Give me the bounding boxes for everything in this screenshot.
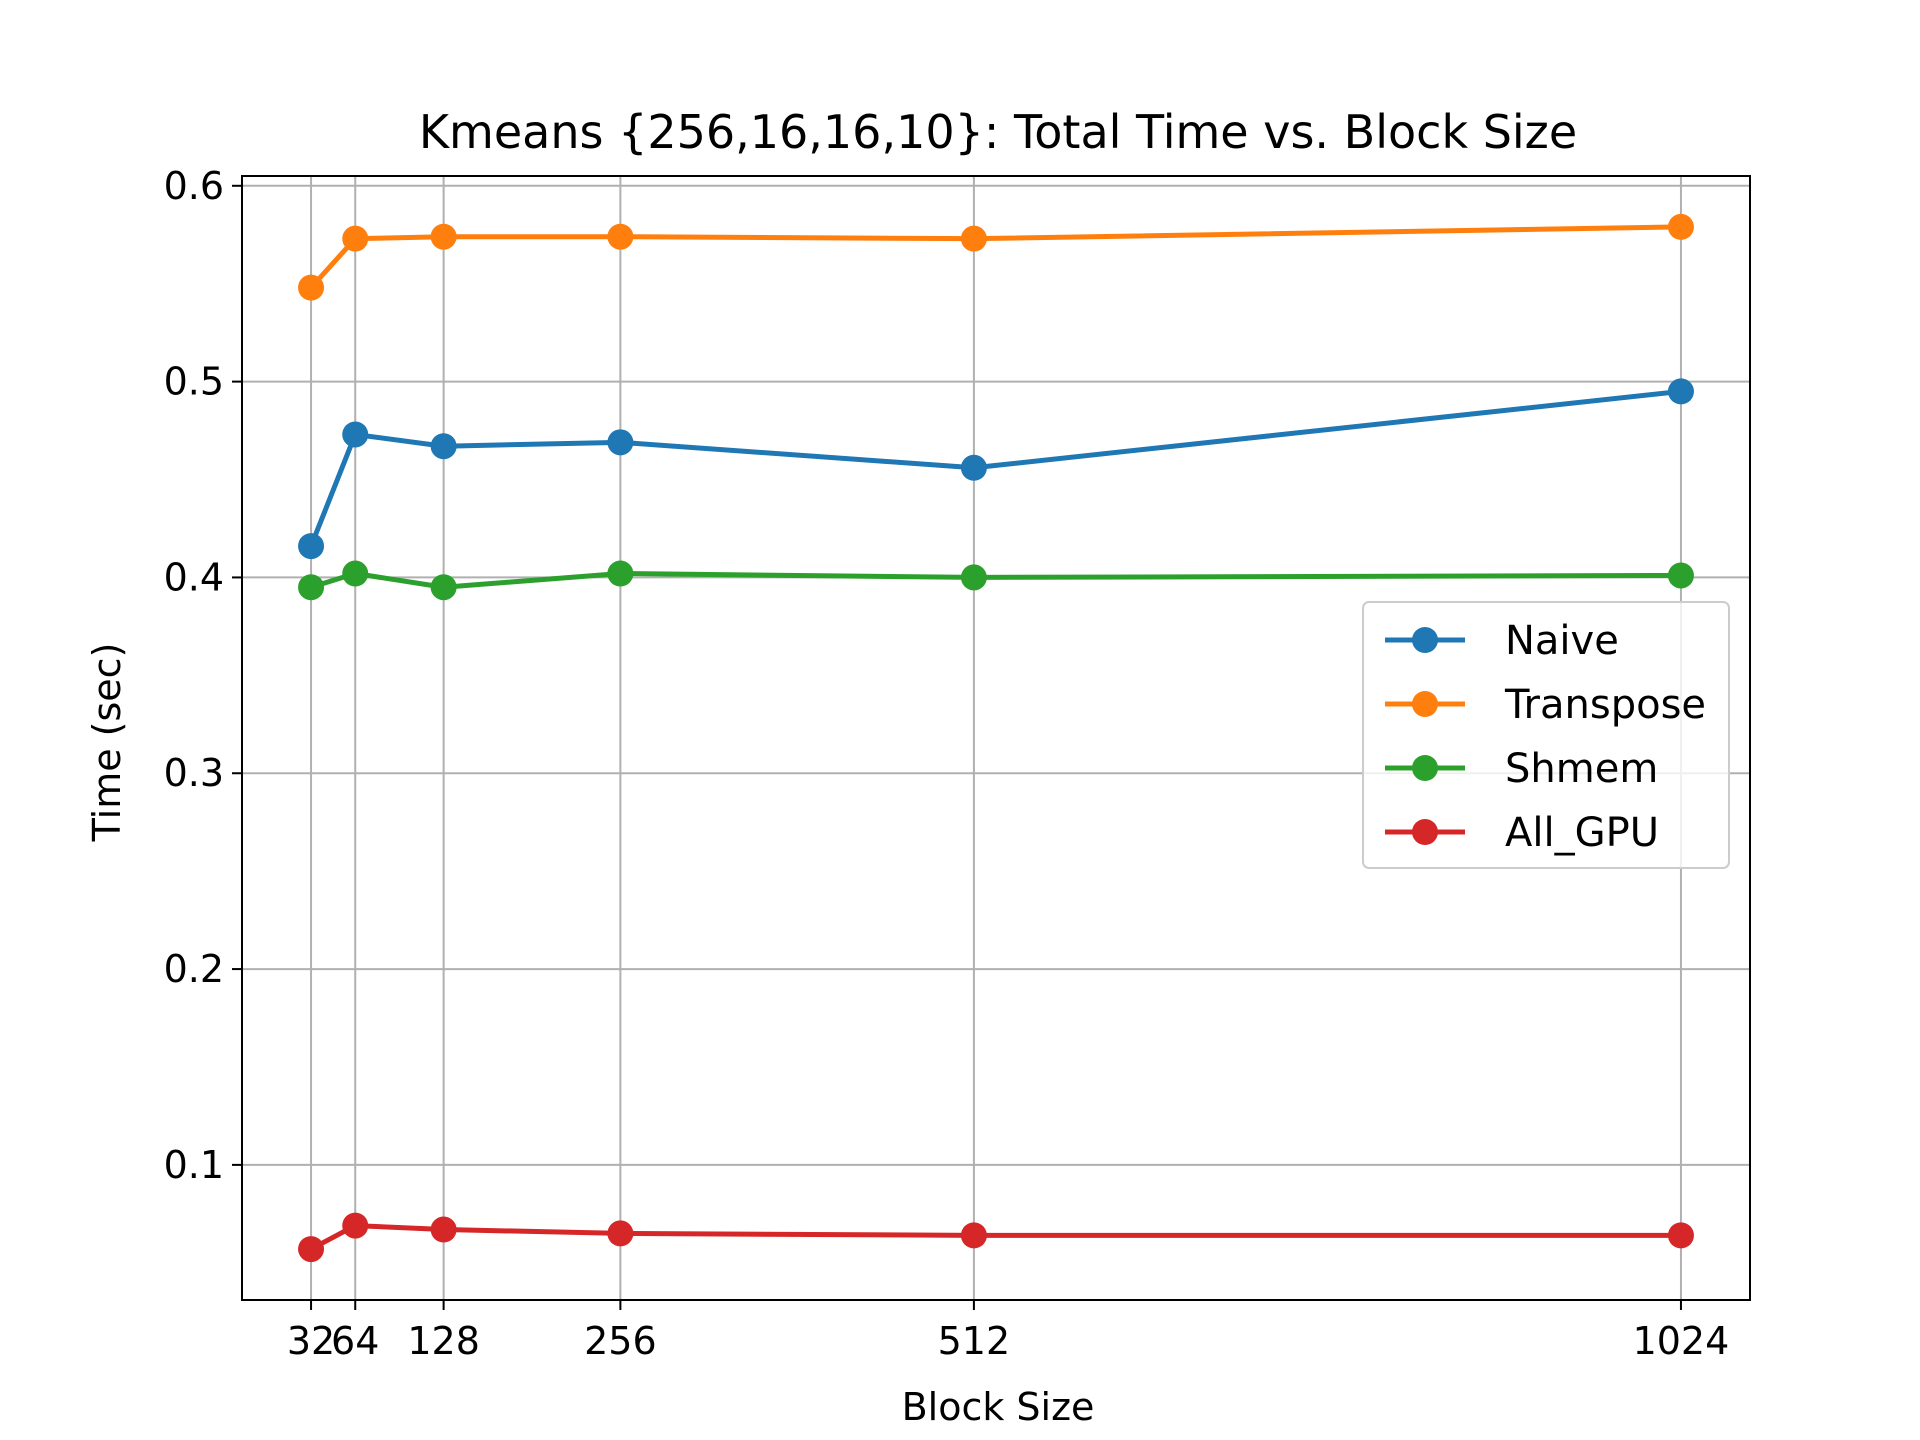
series-line (308, 388, 1682, 548)
series-transpose (298, 213, 1694, 301)
legend-item: All_GPU (1385, 810, 1659, 856)
series-layer (298, 213, 1694, 1263)
data-point (607, 429, 634, 456)
legend-swatch-marker (1412, 755, 1438, 781)
x-tick-label: 1024 (1633, 1319, 1730, 1363)
legend-item: Shmem (1385, 746, 1658, 792)
legend-label: All_GPU (1505, 810, 1659, 856)
legend-label: Shmem (1505, 746, 1658, 792)
legend-label: Naive (1505, 618, 1619, 664)
data-point (1667, 562, 1694, 589)
data-point (607, 560, 634, 587)
data-point (298, 574, 325, 601)
data-point (342, 560, 369, 587)
legend-swatch-marker (1412, 691, 1438, 717)
legend: Naive Transpose Shmem All_GPU (1362, 601, 1730, 869)
legend-box (1362, 601, 1730, 869)
data-point (1667, 213, 1694, 240)
data-point (430, 433, 457, 460)
legend-item: Transpose (1385, 682, 1706, 728)
data-point (298, 533, 325, 560)
x-tick-label: 64 (331, 1319, 379, 1363)
legend-item: Naive (1385, 618, 1619, 664)
data-point (342, 1212, 369, 1239)
data-point (298, 274, 325, 301)
data-point (1667, 1222, 1694, 1249)
series-shmem (298, 560, 1694, 601)
data-point (960, 1222, 987, 1249)
y-tick-label: 0.1 (164, 1143, 224, 1187)
plot-frame (241, 175, 1751, 1301)
data-point (430, 574, 457, 601)
data-point (430, 1216, 457, 1243)
x-tick-label: 32 (287, 1319, 335, 1363)
legend-swatch-marker (1412, 627, 1438, 653)
data-point (342, 225, 369, 252)
x-axis-label: Block Size (902, 1385, 1095, 1429)
x-tick-label: 256 (584, 1319, 657, 1363)
series-naive (298, 378, 1694, 560)
data-point (342, 421, 369, 448)
y-tick-label: 0.5 (164, 360, 224, 404)
data-point (430, 223, 457, 250)
legend-label: Transpose (1504, 682, 1706, 728)
data-point (1667, 378, 1694, 405)
data-point (960, 564, 987, 591)
x-tick-label: 512 (938, 1319, 1011, 1363)
data-point (298, 1236, 325, 1263)
legend-swatch-marker (1412, 819, 1438, 845)
series-all-gpu (298, 1212, 1694, 1263)
x-tick-label: 128 (407, 1319, 480, 1363)
y-tick-label: 0.4 (164, 555, 224, 599)
y-axis-label: Time (sec) (85, 643, 129, 843)
data-point (607, 1220, 634, 1247)
data-point (607, 223, 634, 250)
y-tick-label: 0.3 (164, 751, 224, 795)
chart-title: Kmeans {256,16,16,10}: Total Time vs. Bl… (419, 105, 1577, 159)
y-tick-label: 0.6 (164, 164, 224, 208)
y-tick-label: 0.2 (164, 947, 224, 991)
data-point (960, 454, 987, 481)
data-point (960, 225, 987, 252)
